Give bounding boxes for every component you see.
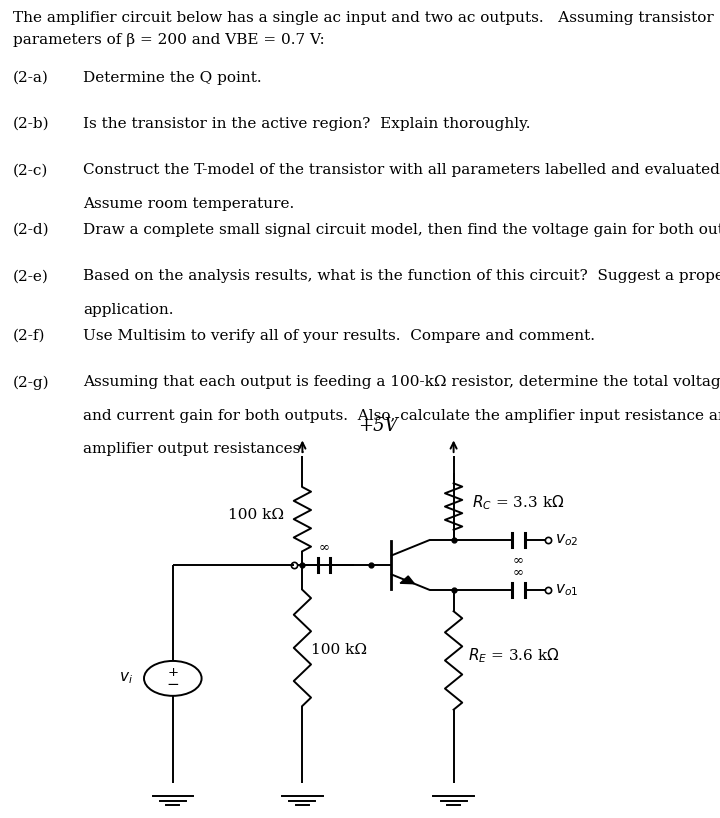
Text: 100 kΩ: 100 kΩ — [228, 508, 284, 522]
Text: (2-g): (2-g) — [13, 375, 50, 390]
Text: Construct the T-model of the transistor with all parameters labelled and evaluat: Construct the T-model of the transistor … — [83, 164, 720, 178]
Text: Assume room temperature.: Assume room temperature. — [83, 196, 294, 210]
Text: (2-d): (2-d) — [13, 223, 50, 237]
Text: −: − — [166, 677, 179, 693]
Text: (2-f): (2-f) — [13, 329, 45, 343]
Text: Based on the analysis results, what is the function of this circuit?  Suggest a : Based on the analysis results, what is t… — [83, 269, 720, 284]
Text: application.: application. — [83, 303, 174, 317]
Text: parameters of β = 200 and VBE = 0.7 V:: parameters of β = 200 and VBE = 0.7 V: — [13, 33, 325, 47]
Text: Draw a complete small signal circuit model, then find the voltage gain for both : Draw a complete small signal circuit mod… — [83, 223, 720, 237]
Text: amplifier output resistances.: amplifier output resistances. — [83, 442, 305, 456]
Text: Determine the Q point.: Determine the Q point. — [83, 70, 261, 85]
Text: +: + — [167, 666, 179, 679]
Text: (2-a): (2-a) — [13, 70, 49, 85]
Text: (2-b): (2-b) — [13, 117, 50, 131]
Text: The amplifier circuit below has a single ac input and two ac outputs.   Assuming: The amplifier circuit below has a single… — [13, 11, 714, 25]
Text: $v_i$: $v_i$ — [120, 671, 133, 686]
Text: (2-e): (2-e) — [13, 269, 49, 284]
Text: (2-c): (2-c) — [13, 164, 48, 178]
Text: Is the transistor in the active region?  Explain thoroughly.: Is the transistor in the active region? … — [83, 117, 531, 131]
Text: $v_{o2}$: $v_{o2}$ — [555, 532, 578, 547]
Text: $R_C$ = 3.3 k$\Omega$: $R_C$ = 3.3 k$\Omega$ — [472, 493, 564, 511]
Text: and current gain for both outputs.  Also, calculate the amplifier input resistan: and current gain for both outputs. Also,… — [83, 408, 720, 423]
Text: ∞: ∞ — [318, 540, 330, 553]
Polygon shape — [400, 576, 415, 584]
Text: 100 kΩ: 100 kΩ — [311, 643, 367, 657]
Text: $R_E$ = 3.6 k$\Omega$: $R_E$ = 3.6 k$\Omega$ — [468, 647, 559, 665]
Text: $v_{o1}$: $v_{o1}$ — [555, 582, 578, 598]
Text: ∞: ∞ — [513, 553, 524, 566]
Text: Use Multisim to verify all of your results.  Compare and comment.: Use Multisim to verify all of your resul… — [83, 329, 595, 343]
Text: +5V: +5V — [358, 417, 398, 435]
Text: Assuming that each output is feeding a 100-kΩ resistor, determine the total volt: Assuming that each output is feeding a 1… — [83, 375, 720, 389]
Text: ∞: ∞ — [513, 565, 524, 578]
